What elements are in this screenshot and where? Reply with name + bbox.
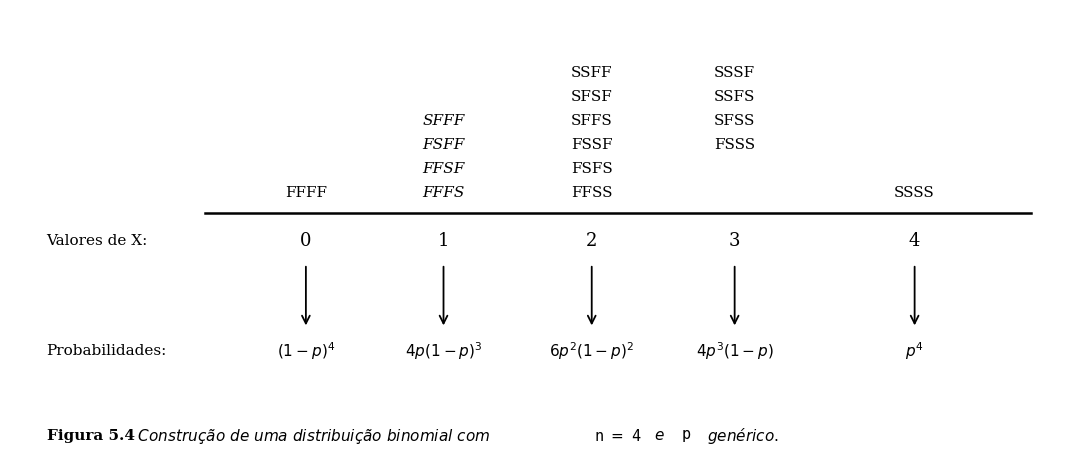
Text: FSFF: FSFF	[423, 138, 465, 152]
Text: 0: 0	[300, 232, 312, 250]
Text: FFSS: FFSS	[571, 185, 612, 199]
Text: FFSF: FFSF	[423, 161, 465, 176]
Text: SFSS: SFSS	[714, 114, 755, 128]
Text: $p^4$: $p^4$	[905, 340, 924, 362]
Text: SFFS: SFFS	[571, 114, 612, 128]
Text: SSFS: SSFS	[714, 90, 755, 104]
Text: Probabilidades:: Probabilidades:	[47, 344, 166, 358]
Text: 4: 4	[909, 232, 921, 250]
Text: SSSS: SSSS	[894, 185, 935, 199]
Text: $\mathtt{p}$: $\mathtt{p}$	[681, 428, 690, 444]
Text: $\it{genérico.}$: $\it{genérico.}$	[707, 426, 779, 446]
Text: $\it{\ \ \ Construção\ de\ uma\ distribuição\ binomial\ com}$: $\it{\ \ \ Construção\ de\ uma\ distribu…	[123, 427, 490, 446]
Text: Figura 5.4: Figura 5.4	[47, 429, 134, 443]
Text: 1: 1	[437, 232, 449, 250]
Text: SFFF: SFFF	[423, 114, 465, 128]
Text: SFSF: SFSF	[571, 90, 612, 104]
Text: $\it{e}$: $\it{e}$	[654, 429, 665, 443]
Text: FSSS: FSSS	[714, 138, 755, 152]
Text: Valores de X:: Valores de X:	[47, 234, 148, 248]
Text: 3: 3	[729, 232, 740, 250]
Text: FFFF: FFFF	[285, 185, 327, 199]
Text: FSFS: FSFS	[571, 161, 612, 176]
Text: $6p^2(1-p)^2$: $6p^2(1-p)^2$	[550, 340, 634, 362]
Text: 2: 2	[586, 232, 598, 250]
Text: FFFS: FFFS	[423, 185, 465, 199]
Text: $4p(1-p)^3$: $4p(1-p)^3$	[404, 340, 482, 362]
Text: $(1-p)^4$: $(1-p)^4$	[276, 340, 335, 362]
Text: FSSF: FSSF	[571, 138, 612, 152]
Text: SSSF: SSSF	[714, 66, 755, 80]
Text: $4p^3(1-p)$: $4p^3(1-p)$	[696, 340, 774, 362]
Text: $\mathtt{n}$ $=$ $\mathtt{4}$: $\mathtt{n}$ $=$ $\mathtt{4}$	[594, 428, 642, 444]
Text: SSFF: SSFF	[571, 66, 612, 80]
